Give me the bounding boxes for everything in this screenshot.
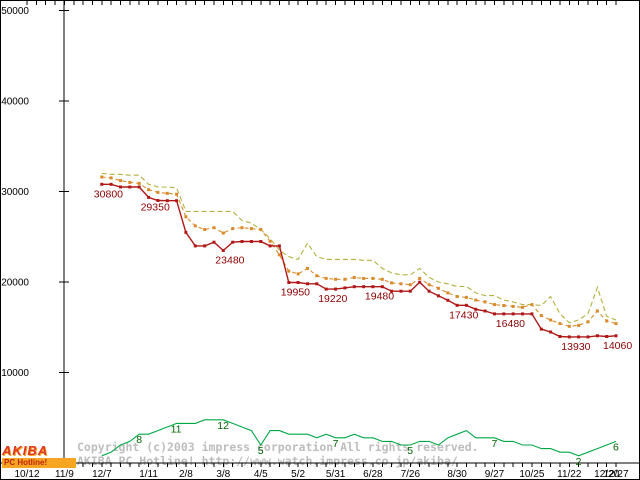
count-label: 5 <box>407 445 413 457</box>
series-average_price <box>100 175 618 328</box>
count-label: 5 <box>258 445 264 457</box>
x-tick-label: 9/27 <box>485 469 505 480</box>
x-tick-label: 10/12 <box>14 469 39 480</box>
count-label: 7 <box>333 438 339 450</box>
watermark-line2: AKIBA PC Hotline! http://www.watch.impre… <box>77 454 458 468</box>
logo-subtitle: PC Hotline! <box>2 458 76 468</box>
logo-title: AKIBA <box>2 443 49 458</box>
akiba-pc-hotline-logo: AKIBA PC Hotline! <box>2 443 78 468</box>
count-label: 8 <box>136 434 142 446</box>
price-label: 13930 <box>561 341 590 353</box>
x-tick-label: 12/27 <box>603 469 628 480</box>
axes <box>1 1 639 467</box>
price-label: 19950 <box>281 287 310 299</box>
price-label: 19220 <box>318 293 347 305</box>
week-ticks <box>26 1 617 467</box>
x-tick-label: 10/25 <box>519 469 544 480</box>
count-label: 11 <box>171 423 182 435</box>
count-labels: 8 11 12 5 7 5 7 2 6 <box>136 420 619 468</box>
y-axis-labels: 50000400003000020000100000 <box>1 6 69 470</box>
count-label: 7 <box>492 438 498 450</box>
x-tick-label: 11/9 <box>55 469 74 480</box>
y-tick-label: 40000 <box>1 97 29 108</box>
price-label: 23480 <box>215 255 244 267</box>
price-label: 19480 <box>365 291 394 303</box>
price-labels: 30800 29350 23480 19950 19220 19480 17430 16480… <box>94 188 633 353</box>
y-tick-label: 30000 <box>1 187 29 198</box>
series-shop_count <box>101 419 617 457</box>
x-tick-label: 6/28 <box>363 469 383 480</box>
price-label: 14060 <box>603 340 632 352</box>
x-tick-label: 1/11 <box>139 469 158 480</box>
price-label: 17430 <box>449 309 478 321</box>
x-tick-label: 11/22 <box>557 469 582 480</box>
series-highest_price <box>101 172 617 324</box>
series-lowest_price <box>100 182 618 339</box>
x-tick-label: 5/31 <box>326 469 346 480</box>
x-tick-label: 2/8 <box>179 469 193 480</box>
copyright-watermark: Copyright (c)2003 impress corporation Al… <box>77 440 479 468</box>
price-label: 16480 <box>496 318 525 330</box>
x-tick-label: 8/30 <box>447 469 467 480</box>
y-tick-label: 50000 <box>1 6 29 17</box>
price-label: 30800 <box>94 188 123 200</box>
x-tick-label: 12/7 <box>92 469 112 480</box>
x-tick-label: 4/5 <box>254 469 268 480</box>
count-label: 6 <box>613 441 619 453</box>
watermark-line1: Copyright (c)2003 impress corporation Al… <box>77 440 479 454</box>
x-tick-label: 5/2 <box>291 469 305 480</box>
x-tick-label: 3/8 <box>216 469 230 480</box>
count-label: 12 <box>217 420 229 432</box>
y-tick-label: 20000 <box>1 278 29 289</box>
price-label: 29350 <box>141 201 170 213</box>
count-label: 2 <box>576 456 582 468</box>
x-axis-labels: 10/12 11/9 12/7 1/11 2/8 3/8 4/5 5/2 5/31 6/28 7/2… <box>14 469 628 480</box>
x-tick-label: 7/26 <box>401 469 421 480</box>
y-tick-label: 10000 <box>1 368 29 379</box>
x-tick-label: 12/20 <box>594 469 619 480</box>
